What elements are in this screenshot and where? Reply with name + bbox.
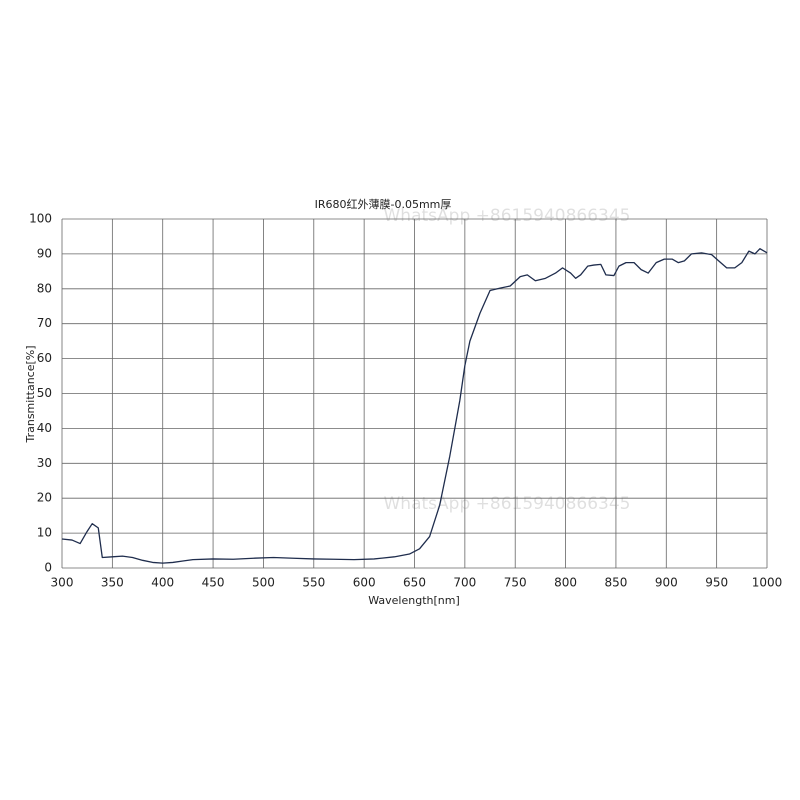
chart-title: IR680红外薄膜-0.05mm厚: [315, 197, 452, 211]
watermark: WhatsApp +8615940866345: [384, 206, 631, 226]
x-tick-label: 850: [604, 576, 627, 590]
y-tick-label: 10: [37, 526, 52, 540]
x-tick-label: 400: [151, 576, 174, 590]
x-tick-label: 350: [101, 576, 124, 590]
y-tick-label: 70: [37, 316, 52, 330]
x-tick-label: 950: [705, 576, 728, 590]
x-tick-label: 600: [353, 576, 376, 590]
y-tick-label: 80: [37, 281, 52, 295]
y-tick-label: 100: [29, 212, 52, 226]
y-tick-label: 30: [37, 456, 52, 470]
y-tick-label: 40: [37, 421, 52, 435]
y-tick-label: 0: [44, 561, 52, 575]
y-tick-label: 20: [37, 491, 52, 505]
x-tick-label: 800: [554, 576, 577, 590]
y-axis-label: Transmittance[%]: [24, 345, 37, 443]
x-axis-label: Wavelength[nm]: [368, 594, 460, 607]
y-tick-label: 90: [37, 246, 52, 260]
x-tick-label: 900: [655, 576, 678, 590]
x-tick-label: 450: [202, 576, 225, 590]
x-tick-label: 550: [302, 576, 325, 590]
y-tick-label: 50: [37, 386, 52, 400]
x-tick-label: 1000: [752, 576, 783, 590]
x-tick-label: 300: [51, 576, 74, 590]
watermark: WhatsApp +8615940866345: [384, 494, 631, 514]
x-tick-label: 750: [504, 576, 527, 590]
x-tick-label: 700: [453, 576, 476, 590]
x-tick-label: 500: [252, 576, 275, 590]
x-tick-label: 650: [403, 576, 426, 590]
line-series: [61, 248, 768, 564]
y-tick-label: 60: [37, 351, 52, 365]
